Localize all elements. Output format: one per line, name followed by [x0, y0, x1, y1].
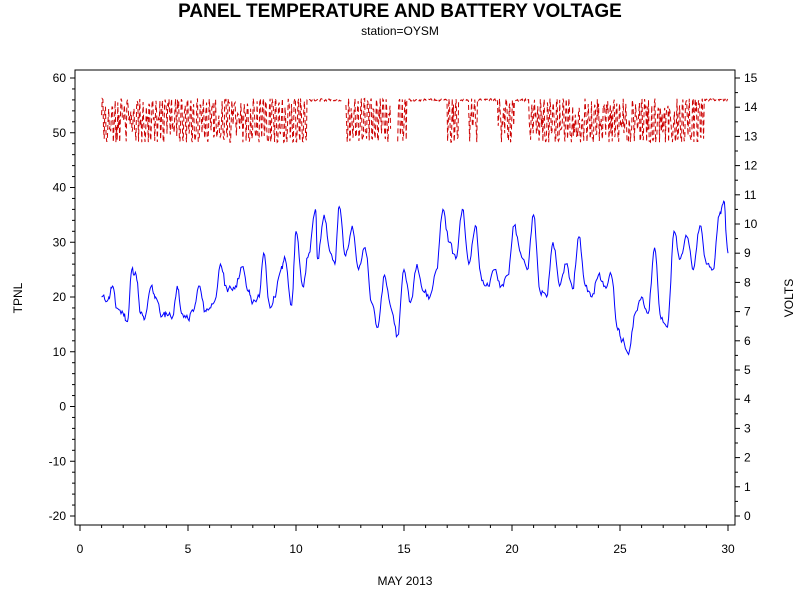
series-layer [101, 96, 729, 356]
y-right-tick-label: 12 [744, 159, 758, 173]
y-right-tick-label: 0 [744, 509, 751, 523]
x-tick-label: 0 [77, 542, 84, 556]
x-axis-label: MAY 2013 [378, 574, 433, 588]
bottom-axis: 0 5 10 15 20 25 30 [77, 525, 735, 556]
plot-frame [74, 69, 736, 526]
tpnl-series-line [101, 200, 729, 356]
chart-title: PANEL TEMPERATURE AND BATTERY VOLTAGE [178, 1, 622, 22]
y-axis-left-label: TPNL [11, 282, 25, 313]
x-tick-label: 30 [721, 542, 735, 556]
y-right-tick-label: 11 [744, 188, 757, 202]
x-tick-label: 10 [289, 542, 303, 556]
y-left-tick-label: -10 [49, 454, 67, 468]
x-tick-label: 5 [185, 542, 192, 556]
y-right-tick-label: 1 [744, 480, 751, 494]
y-left-tick-label: -20 [49, 509, 67, 523]
y-right-tick-label: 5 [744, 363, 751, 377]
chart-subtitle: station=OYSM [361, 24, 439, 38]
volts-series-line [101, 96, 729, 144]
y-right-tick-label: 8 [744, 275, 751, 289]
y-right-tick-label: 4 [744, 392, 751, 406]
x-tick-label: 15 [397, 542, 411, 556]
y-right-tick-label: 15 [744, 71, 758, 85]
y-right-tick-label: 7 [744, 305, 751, 319]
x-tick-label: 20 [505, 542, 519, 556]
y-right-tick-label: 10 [744, 217, 758, 231]
y-left-tick-label: 40 [53, 181, 67, 195]
y-left-tick-label: 60 [53, 71, 67, 85]
y-left-tick-label: 10 [53, 345, 67, 359]
y-right-tick-label: 13 [744, 129, 758, 143]
y-right-tick-label: 14 [744, 100, 758, 114]
x-tick-label: 25 [613, 542, 627, 556]
y-left-tick-label: 50 [53, 126, 67, 140]
y-right-tick-label: 9 [744, 246, 751, 260]
y-right-tick-label: 6 [744, 334, 751, 348]
y-right-tick-label: 3 [744, 421, 751, 435]
y-right-tick-label: 2 [744, 451, 751, 465]
y-left-tick-label: 30 [53, 235, 67, 249]
y-axis-right-label: VOLTS [782, 279, 796, 317]
y-left-tick-label: 20 [53, 290, 67, 304]
y-left-tick-label: 0 [59, 400, 66, 414]
left-axis: -20 -10 0 10 20 30 40 50 60 [49, 71, 75, 523]
